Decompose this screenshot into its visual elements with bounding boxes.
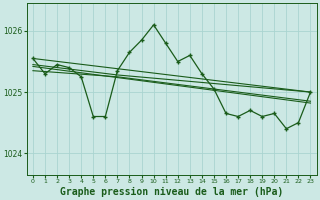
X-axis label: Graphe pression niveau de la mer (hPa): Graphe pression niveau de la mer (hPa) — [60, 186, 283, 197]
